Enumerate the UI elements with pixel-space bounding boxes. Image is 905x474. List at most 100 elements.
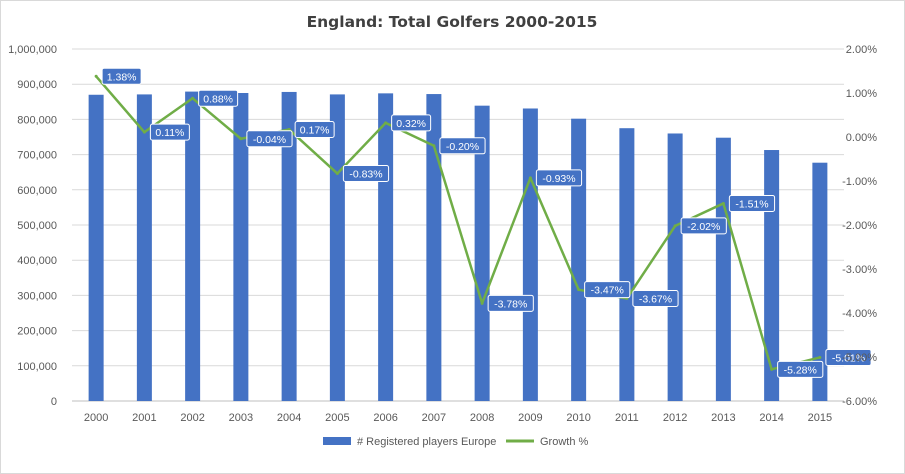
line-point: [673, 224, 677, 228]
y-left-tick-label: 500,000: [17, 220, 57, 232]
bar: [764, 150, 780, 401]
line-point: [335, 172, 339, 176]
data-label-box: [680, 217, 727, 235]
line-point: [384, 121, 388, 125]
data-label: -5.28%: [784, 364, 817, 376]
data-label: 0.17%: [300, 125, 330, 137]
x-tick-label: 2008: [470, 412, 494, 424]
x-tick-label: 2011: [615, 412, 639, 424]
data-label-box: [198, 89, 239, 107]
y-left-tick-label: 200,000: [17, 326, 57, 338]
data-label: 0.32%: [396, 118, 426, 130]
line-point: [191, 96, 195, 100]
y-right-tick-label: -5.00%: [842, 352, 877, 364]
y-left-tick-label: 0: [51, 396, 57, 408]
bar: [88, 94, 104, 401]
legend-bar-label: # Registered players Europe: [357, 436, 496, 448]
legend-line-label: Growth %: [540, 436, 589, 448]
x-axis-ticks: 2000 2001 2002 2003 2004 2005 2006 2007 2008 2009…: [84, 412, 832, 424]
x-tick-label: 2003: [229, 412, 253, 424]
y-right-tick-label: -2.00%: [842, 220, 877, 232]
data-labels: 1.38% 0.11% 0.88% -0.04% 0.17% -0.83% 0.32% -0.…: [101, 67, 872, 378]
line-point: [94, 74, 98, 78]
y-right-tick-label: 0.00%: [846, 132, 877, 144]
data-label-box: [487, 294, 534, 312]
data-label-box: [149, 123, 190, 141]
y-left-tick-label: 900,000: [17, 79, 57, 91]
data-label: -3.67%: [639, 293, 672, 305]
line-point: [528, 176, 532, 180]
x-tick-label: 2005: [325, 412, 349, 424]
x-tick-label: 2014: [759, 412, 783, 424]
y-right-tick-label: -4.00%: [842, 308, 877, 320]
x-tick-label: 2002: [180, 412, 204, 424]
x-tick-label: 2009: [518, 412, 542, 424]
data-label: -0.83%: [349, 169, 382, 181]
data-label: -0.04%: [253, 134, 286, 146]
growth-line: [95, 75, 821, 371]
y-left-tick-label: 100,000: [17, 361, 57, 373]
data-label: -2.02%: [687, 221, 720, 233]
bar: [233, 93, 249, 401]
y-left-tick-label: 800,000: [17, 114, 57, 126]
data-label: 0.11%: [155, 127, 184, 139]
right-axis-ticks: -6.00% -5.00% -4.00% -3.00% -2.00% -1.00% 0.00…: [842, 44, 877, 408]
data-label-box: [777, 360, 824, 378]
y-left-tick-label: 300,000: [17, 290, 57, 302]
y-right-tick-label: 1.00%: [846, 88, 877, 100]
y-left-tick-label: 700,000: [17, 150, 57, 162]
bar: [715, 137, 731, 402]
x-tick-label: 2015: [808, 412, 832, 424]
bar: [185, 91, 201, 401]
bar: [812, 162, 828, 401]
bar-series: [88, 91, 828, 402]
data-label: -3.78%: [494, 298, 527, 310]
left-axis-ticks: 0 100,000 200,000 300,000 400,000 500,000 600,…: [8, 44, 57, 408]
line-point: [818, 355, 822, 359]
bar: [474, 105, 490, 401]
data-label: -1.51%: [735, 198, 768, 210]
y-right-tick-label: -1.00%: [842, 176, 877, 188]
data-label-box: [101, 67, 142, 85]
bar: [281, 91, 297, 401]
y-right-tick-label: -3.00%: [842, 264, 877, 276]
data-label-box: [632, 289, 679, 307]
line-point: [770, 367, 774, 371]
data-label: 1.38%: [107, 71, 137, 83]
bar: [667, 133, 683, 402]
chart-title: England: Total Golfers 2000-2015: [307, 13, 598, 31]
y-left-tick-label: 400,000: [17, 255, 57, 267]
bar: [329, 94, 345, 402]
data-label-box: [825, 348, 872, 366]
x-tick-label: 2010: [566, 412, 590, 424]
bar: [571, 118, 587, 402]
line-point: [721, 201, 725, 205]
y-left-tick-label: 1,000,000: [8, 44, 57, 56]
data-label-box: [535, 169, 583, 187]
data-label: 0.88%: [203, 93, 233, 105]
line-point: [239, 137, 243, 141]
x-tick-label: 2012: [663, 412, 687, 424]
data-label: -5.01%: [832, 352, 865, 364]
data-label-box: [439, 137, 486, 155]
data-label-box: [294, 121, 335, 139]
x-tick-label: 2007: [422, 412, 446, 424]
x-tick-label: 2000: [84, 412, 108, 424]
line-point: [577, 288, 581, 292]
line-point: [142, 130, 146, 134]
bar: [619, 128, 635, 401]
data-label-box: [246, 130, 293, 148]
data-label: -3.47%: [591, 285, 624, 297]
data-label: -0.93%: [542, 173, 575, 185]
bar: [378, 93, 394, 402]
bar: [136, 94, 152, 402]
bar: [522, 108, 538, 401]
y-left-tick-label: 600,000: [17, 185, 57, 197]
legend: # Registered players Europe Growth %: [323, 436, 589, 448]
x-tick-label: 2013: [711, 412, 735, 424]
line-point: [432, 144, 436, 148]
data-label-box: [391, 114, 432, 132]
data-label-box: [584, 281, 631, 299]
